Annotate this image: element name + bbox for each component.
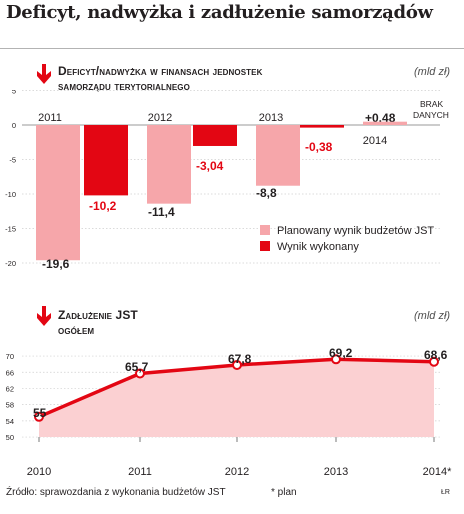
data-point	[232, 359, 242, 370]
bar-planned	[256, 125, 300, 186]
y-tick-label: 66	[6, 368, 14, 377]
y-tick-label: -10	[5, 190, 16, 199]
data-label-planned: -19,6	[42, 257, 70, 271]
y-tick-label: 54	[6, 417, 14, 426]
deficit-bar-chart: 5 0 -5 -10 -15 -20 2011 2012 2013 2014 -19,6 -11,4 -…	[5, 90, 449, 271]
legend-label-executed: Wynik wykonany	[277, 241, 359, 253]
bar-planned	[147, 125, 191, 204]
bar-executed	[84, 125, 128, 196]
data-label-planned: +0,48	[365, 111, 396, 125]
x-tick-label: 2014*	[423, 466, 452, 478]
data-label: 67,8	[228, 352, 252, 366]
y-tick-label: 5	[12, 90, 16, 96]
bar-planned	[36, 125, 80, 261]
no-data-label: BRAK	[420, 99, 443, 109]
down-arrow-icon	[37, 306, 51, 326]
x-tick-label: 2011	[128, 466, 152, 478]
legend-swatch-planned	[260, 225, 270, 235]
data-label: 69,2	[329, 346, 353, 360]
y-tick-label: -15	[5, 225, 16, 234]
panel2-unit: (mld zł)	[414, 310, 451, 322]
data-label-planned: -11,4	[148, 205, 175, 219]
area-fill	[39, 359, 434, 438]
x-tick-label: 2014	[363, 135, 387, 147]
author-credit: ŁR	[441, 489, 450, 496]
data-point	[331, 354, 341, 365]
y-tick-label: 62	[6, 384, 14, 393]
data-point	[135, 368, 145, 379]
plan-note: * plan	[271, 487, 297, 498]
bar-executed	[300, 125, 344, 128]
panel2-title-line1: Zadłużenie JST	[58, 308, 138, 322]
legend-label-planned: Planowany wynik budżetów JST	[277, 225, 434, 237]
panel1-unit: (mld zł)	[414, 66, 451, 78]
data-label: 68,6	[424, 348, 448, 362]
data-label-executed: -10,2	[89, 199, 117, 213]
down-arrow-icon	[37, 64, 51, 84]
x-tick-label: 2012	[148, 112, 172, 124]
y-tick-label: -5	[9, 156, 16, 165]
bar-planned	[363, 121, 407, 125]
panel1-title-line1: Deficyt/nadwyżka w finansach jednostek	[58, 64, 263, 78]
x-tick-label: 2012	[225, 466, 249, 478]
data-point	[34, 411, 44, 422]
debt-area-chart: 70 66 62 58 54 50 55 65,7 67,8 69,2 68,6 2010 2011 20…	[6, 346, 452, 478]
legend-swatch-executed	[260, 241, 270, 251]
x-tick-label: 2010	[27, 466, 51, 478]
data-label: 55	[33, 406, 47, 420]
x-tick-label: 2013	[259, 112, 283, 124]
y-tick-label: 70	[6, 352, 14, 361]
panel2-title-line2: ogółem	[58, 323, 95, 337]
x-tick-label: 2013	[324, 466, 348, 478]
bar-executed	[193, 125, 237, 146]
data-point	[429, 356, 439, 367]
data-label-planned: -8,8	[256, 186, 277, 200]
source-note: Źródło: sprawozdania z wykonania budżetó…	[6, 487, 226, 498]
no-data-label: DANYCH	[413, 110, 449, 120]
y-tick-label: 0	[12, 121, 16, 130]
y-tick-label: -20	[5, 259, 16, 268]
panel1-title-line2: samorządu terytorialnego	[58, 79, 190, 93]
y-tick-label: 50	[6, 433, 14, 442]
x-tick-label: 2011	[38, 112, 62, 124]
title-divider	[0, 48, 464, 49]
data-label: 65,7	[125, 360, 149, 374]
data-label-executed: -0,38	[305, 140, 333, 154]
data-label-executed: -3,04	[196, 159, 224, 173]
page-title: Deficyt, nadwyżka i zadłużenie samorządó…	[6, 2, 433, 23]
y-tick-label: 58	[6, 401, 14, 410]
